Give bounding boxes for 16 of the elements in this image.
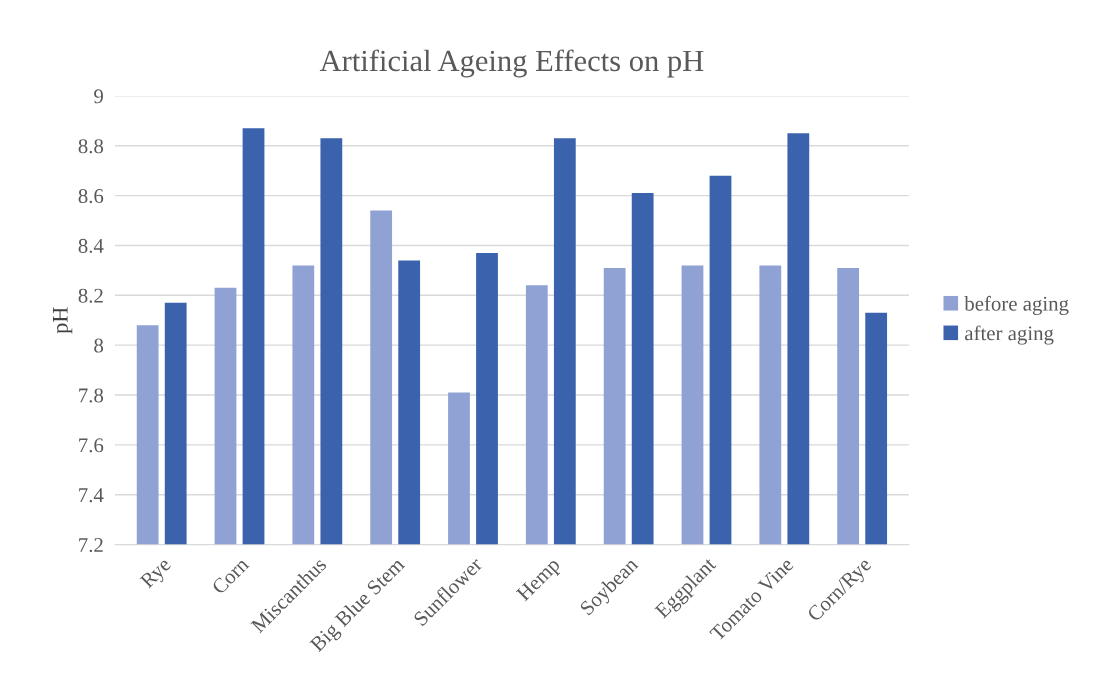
y-tick-label: 8.6 bbox=[78, 188, 104, 204]
chart-title: Artificial Ageing Effects on pH bbox=[319, 49, 704, 78]
x-tick-label: Rye bbox=[139, 556, 175, 592]
x-tick-label: Corn bbox=[211, 556, 250, 595]
y-tick-label: 8.2 bbox=[78, 288, 103, 303]
legend-label: after aging bbox=[965, 325, 1054, 345]
y-tick-label: 7.6 bbox=[79, 438, 104, 453]
y-axis-title: pH bbox=[52, 307, 73, 334]
y-tick-label: 8.8 bbox=[78, 139, 104, 154]
y-tick-label: 7.8 bbox=[79, 388, 104, 403]
y-tick-label: 8.4 bbox=[78, 238, 104, 253]
y-tick-label: 7.4 bbox=[79, 488, 104, 503]
y-tick-label: 8 bbox=[94, 338, 104, 353]
y-tick-label: 9 bbox=[94, 89, 104, 104]
legend-label: before aging bbox=[964, 295, 1069, 316]
y-tick-label: 7.2 bbox=[79, 538, 103, 553]
